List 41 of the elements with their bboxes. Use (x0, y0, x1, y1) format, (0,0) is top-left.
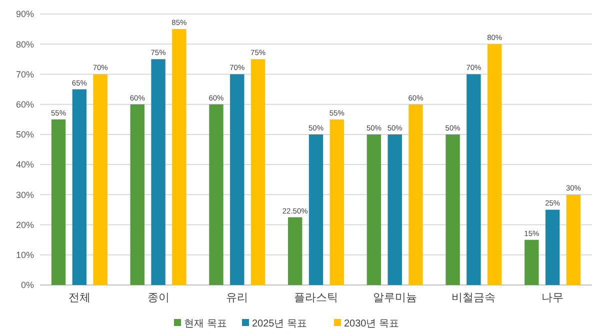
legend-label: 2030년 목표 (344, 318, 400, 330)
bar (545, 210, 560, 285)
y-tick-label: 10% (16, 250, 34, 260)
y-tick-label: 90% (16, 9, 34, 20)
bar (250, 59, 266, 285)
y-tick-label: 50% (16, 130, 34, 140)
bar (209, 104, 224, 285)
bar (388, 134, 402, 285)
bar (72, 89, 87, 285)
bar (330, 119, 344, 285)
y-tick-label: 30% (16, 190, 34, 200)
y-tick-label: 70% (16, 69, 34, 80)
bar (488, 44, 502, 285)
x-tick-label: 알루미늄 (372, 292, 417, 304)
bar (308, 134, 324, 285)
y-tick-label: 0% (20, 280, 34, 290)
x-tick-label: 유리 (226, 292, 248, 304)
x-tick-label: 나무 (542, 292, 564, 304)
y-tick-label: 40% (16, 160, 34, 170)
bar (408, 104, 423, 285)
bar (566, 194, 581, 285)
legend-label: 2025년 목표 (252, 318, 308, 330)
bar (466, 74, 481, 285)
bar (524, 240, 539, 285)
y-tick-label: 20% (16, 220, 34, 230)
bar (51, 119, 66, 285)
x-tick-label: 비철금속 (452, 292, 496, 304)
bar (446, 134, 460, 285)
bar (230, 74, 244, 285)
bar (288, 217, 302, 285)
bar (151, 59, 166, 285)
x-tick-label: 전체 (68, 292, 90, 304)
bar (93, 74, 108, 285)
y-tick-label: 80% (16, 39, 34, 50)
bar (130, 104, 144, 285)
legend-label: 현재 목표 (184, 318, 227, 330)
bar (366, 134, 382, 285)
x-tick-label: 종이 (147, 292, 170, 304)
y-tick-label: 60% (16, 99, 34, 110)
x-tick-label: 플라스틱 (294, 292, 338, 304)
bar (172, 29, 186, 285)
